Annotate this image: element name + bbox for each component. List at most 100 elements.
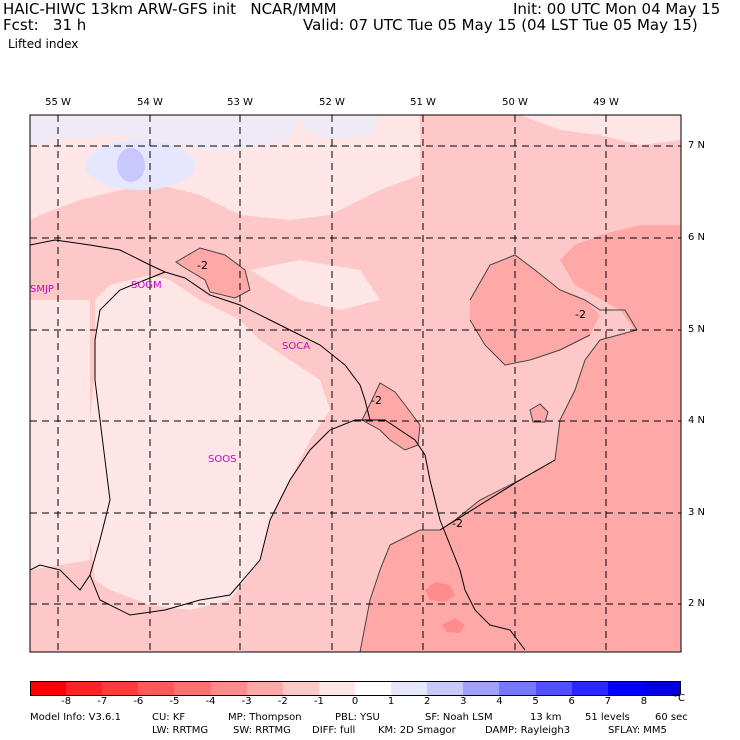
border-south	[89, 419, 370, 616]
footer-sflay: SFLAY: MM5	[608, 725, 667, 736]
colorbar-label: 0	[351, 696, 359, 707]
colorbar-cell	[66, 681, 103, 696]
border-east	[439, 459, 556, 531]
colorbar-label: -1	[313, 696, 324, 707]
colorbar-cell	[427, 681, 464, 696]
lon-label: 50 W	[502, 97, 528, 108]
shade-ne-blob	[470, 255, 600, 365]
station-label: SOOS	[208, 454, 237, 465]
field-name: Lifted index	[8, 37, 79, 51]
contour-label: -2	[197, 259, 208, 272]
shade-positive-core	[117, 148, 145, 182]
shade-land-neutral	[85, 275, 330, 610]
colorbar-cell	[607, 681, 645, 696]
colorbar-label: 4	[496, 696, 503, 707]
colorbar-label: -3	[241, 696, 252, 707]
footer-timestep: 60 sec	[655, 712, 688, 723]
station-label: SOCA	[282, 341, 311, 352]
colorbar-cell	[210, 681, 248, 696]
map-frame	[29, 114, 682, 653]
contour-n	[175, 247, 251, 299]
lon-label: 54 W	[137, 97, 163, 108]
colorbar-cell	[355, 681, 392, 696]
station-label: SOGM	[131, 280, 162, 291]
lon-label: 49 W	[593, 97, 619, 108]
colorbar-label: -5	[169, 696, 180, 707]
footer-levels: 51 levels	[585, 712, 630, 723]
shade-neutral-ne	[520, 115, 681, 145]
lat-label: 6 N	[688, 232, 706, 243]
lat-label: 7 N	[688, 140, 706, 151]
colorbar-cell	[246, 681, 284, 696]
colorbar-cell	[463, 681, 500, 696]
colorbar-unit: °C	[673, 693, 685, 704]
station-label: SMJP	[30, 284, 54, 295]
footer-model-info: Model Info: V3.6.1	[30, 712, 121, 723]
lon-label: 52 W	[319, 97, 345, 108]
footer-diff: DIFF: full	[312, 725, 356, 736]
shade-slight-positive-2	[300, 115, 380, 140]
colorbar-label: -2	[277, 696, 288, 707]
shade-core-1	[425, 582, 455, 602]
footer-lw: LW: RRTMG	[152, 725, 209, 736]
shade-small-blob	[530, 404, 548, 422]
footer-pbl: PBL: YSU	[335, 712, 380, 723]
lon-label: 53 W	[227, 97, 253, 108]
lat-label: 5 N	[688, 324, 706, 335]
shade-north-coast-neutral	[250, 260, 380, 310]
contour-ne-inner	[469, 319, 591, 366]
colorbar-label: 6	[568, 696, 575, 707]
colorbar-cell	[282, 681, 320, 696]
valid-time: Valid: 07 UTC Tue 05 May 15 (04 LST Tue …	[303, 16, 698, 34]
contour-label: -2	[371, 394, 382, 407]
colorbar-cell	[102, 681, 139, 696]
colorbar-cell	[535, 681, 573, 696]
shade-west-neutral	[30, 300, 90, 570]
colorbar-label: 5	[532, 696, 539, 707]
init-time: Init: 00 UTC Mon 04 May 15	[513, 0, 721, 18]
colorbar-cell	[499, 681, 537, 696]
colorbar-label: -8	[61, 696, 72, 707]
shade-east-stronger	[360, 225, 681, 652]
colorbar-label: -6	[133, 696, 144, 707]
lat-label: 3 N	[688, 507, 706, 518]
lat-label: 2 N	[688, 598, 706, 609]
colorbar-label: 1	[387, 696, 395, 707]
lat-label: 4 N	[688, 415, 706, 426]
footer-sw: SW: RRTMG	[233, 725, 291, 736]
colorbar-label: 3	[460, 696, 467, 707]
colorbar-label: 2	[424, 696, 431, 707]
colorbar-label: 7	[604, 696, 611, 707]
colorbar-cell	[643, 681, 681, 696]
colorbar-cell	[138, 681, 175, 696]
shade-core-2	[442, 618, 465, 633]
contour-east	[359, 254, 638, 652]
colorbar-label: 8	[640, 696, 648, 707]
shade-n-blob	[176, 248, 250, 298]
colorbar-cell	[30, 681, 68, 696]
colorbar-cell	[571, 681, 609, 696]
footer-res: 13 km	[530, 712, 562, 723]
coastline	[30, 239, 526, 651]
footer-mp: MP: Thompson	[228, 712, 302, 723]
colorbar-cell	[318, 681, 356, 696]
header-title: HAIC-HIWC 13km ARW-GFS init NCAR/MMM	[3, 0, 337, 18]
colorbar-cell	[391, 681, 428, 696]
contour-small	[529, 403, 549, 423]
colorbar-end	[680, 681, 681, 694]
border-west	[30, 271, 166, 591]
colorbar-label: -7	[97, 696, 108, 707]
contour-label: -2	[452, 517, 463, 530]
footer-sf: SF: Noah LSM	[425, 712, 493, 723]
footer-damp: DAMP: Rayleigh3	[485, 725, 571, 736]
lon-label: 55 W	[45, 97, 71, 108]
footer-km: KM: 2D Smagor	[378, 725, 456, 736]
forecast-hour: Fcst: 31 h	[3, 16, 87, 34]
shade-slight-positive	[30, 115, 300, 150]
contour-label: -2	[575, 308, 586, 321]
colorbar-cell	[174, 681, 212, 696]
footer-cu: CU: KF	[152, 712, 186, 723]
grid-lines	[30, 115, 681, 652]
lon-label: 51 W	[410, 97, 436, 108]
